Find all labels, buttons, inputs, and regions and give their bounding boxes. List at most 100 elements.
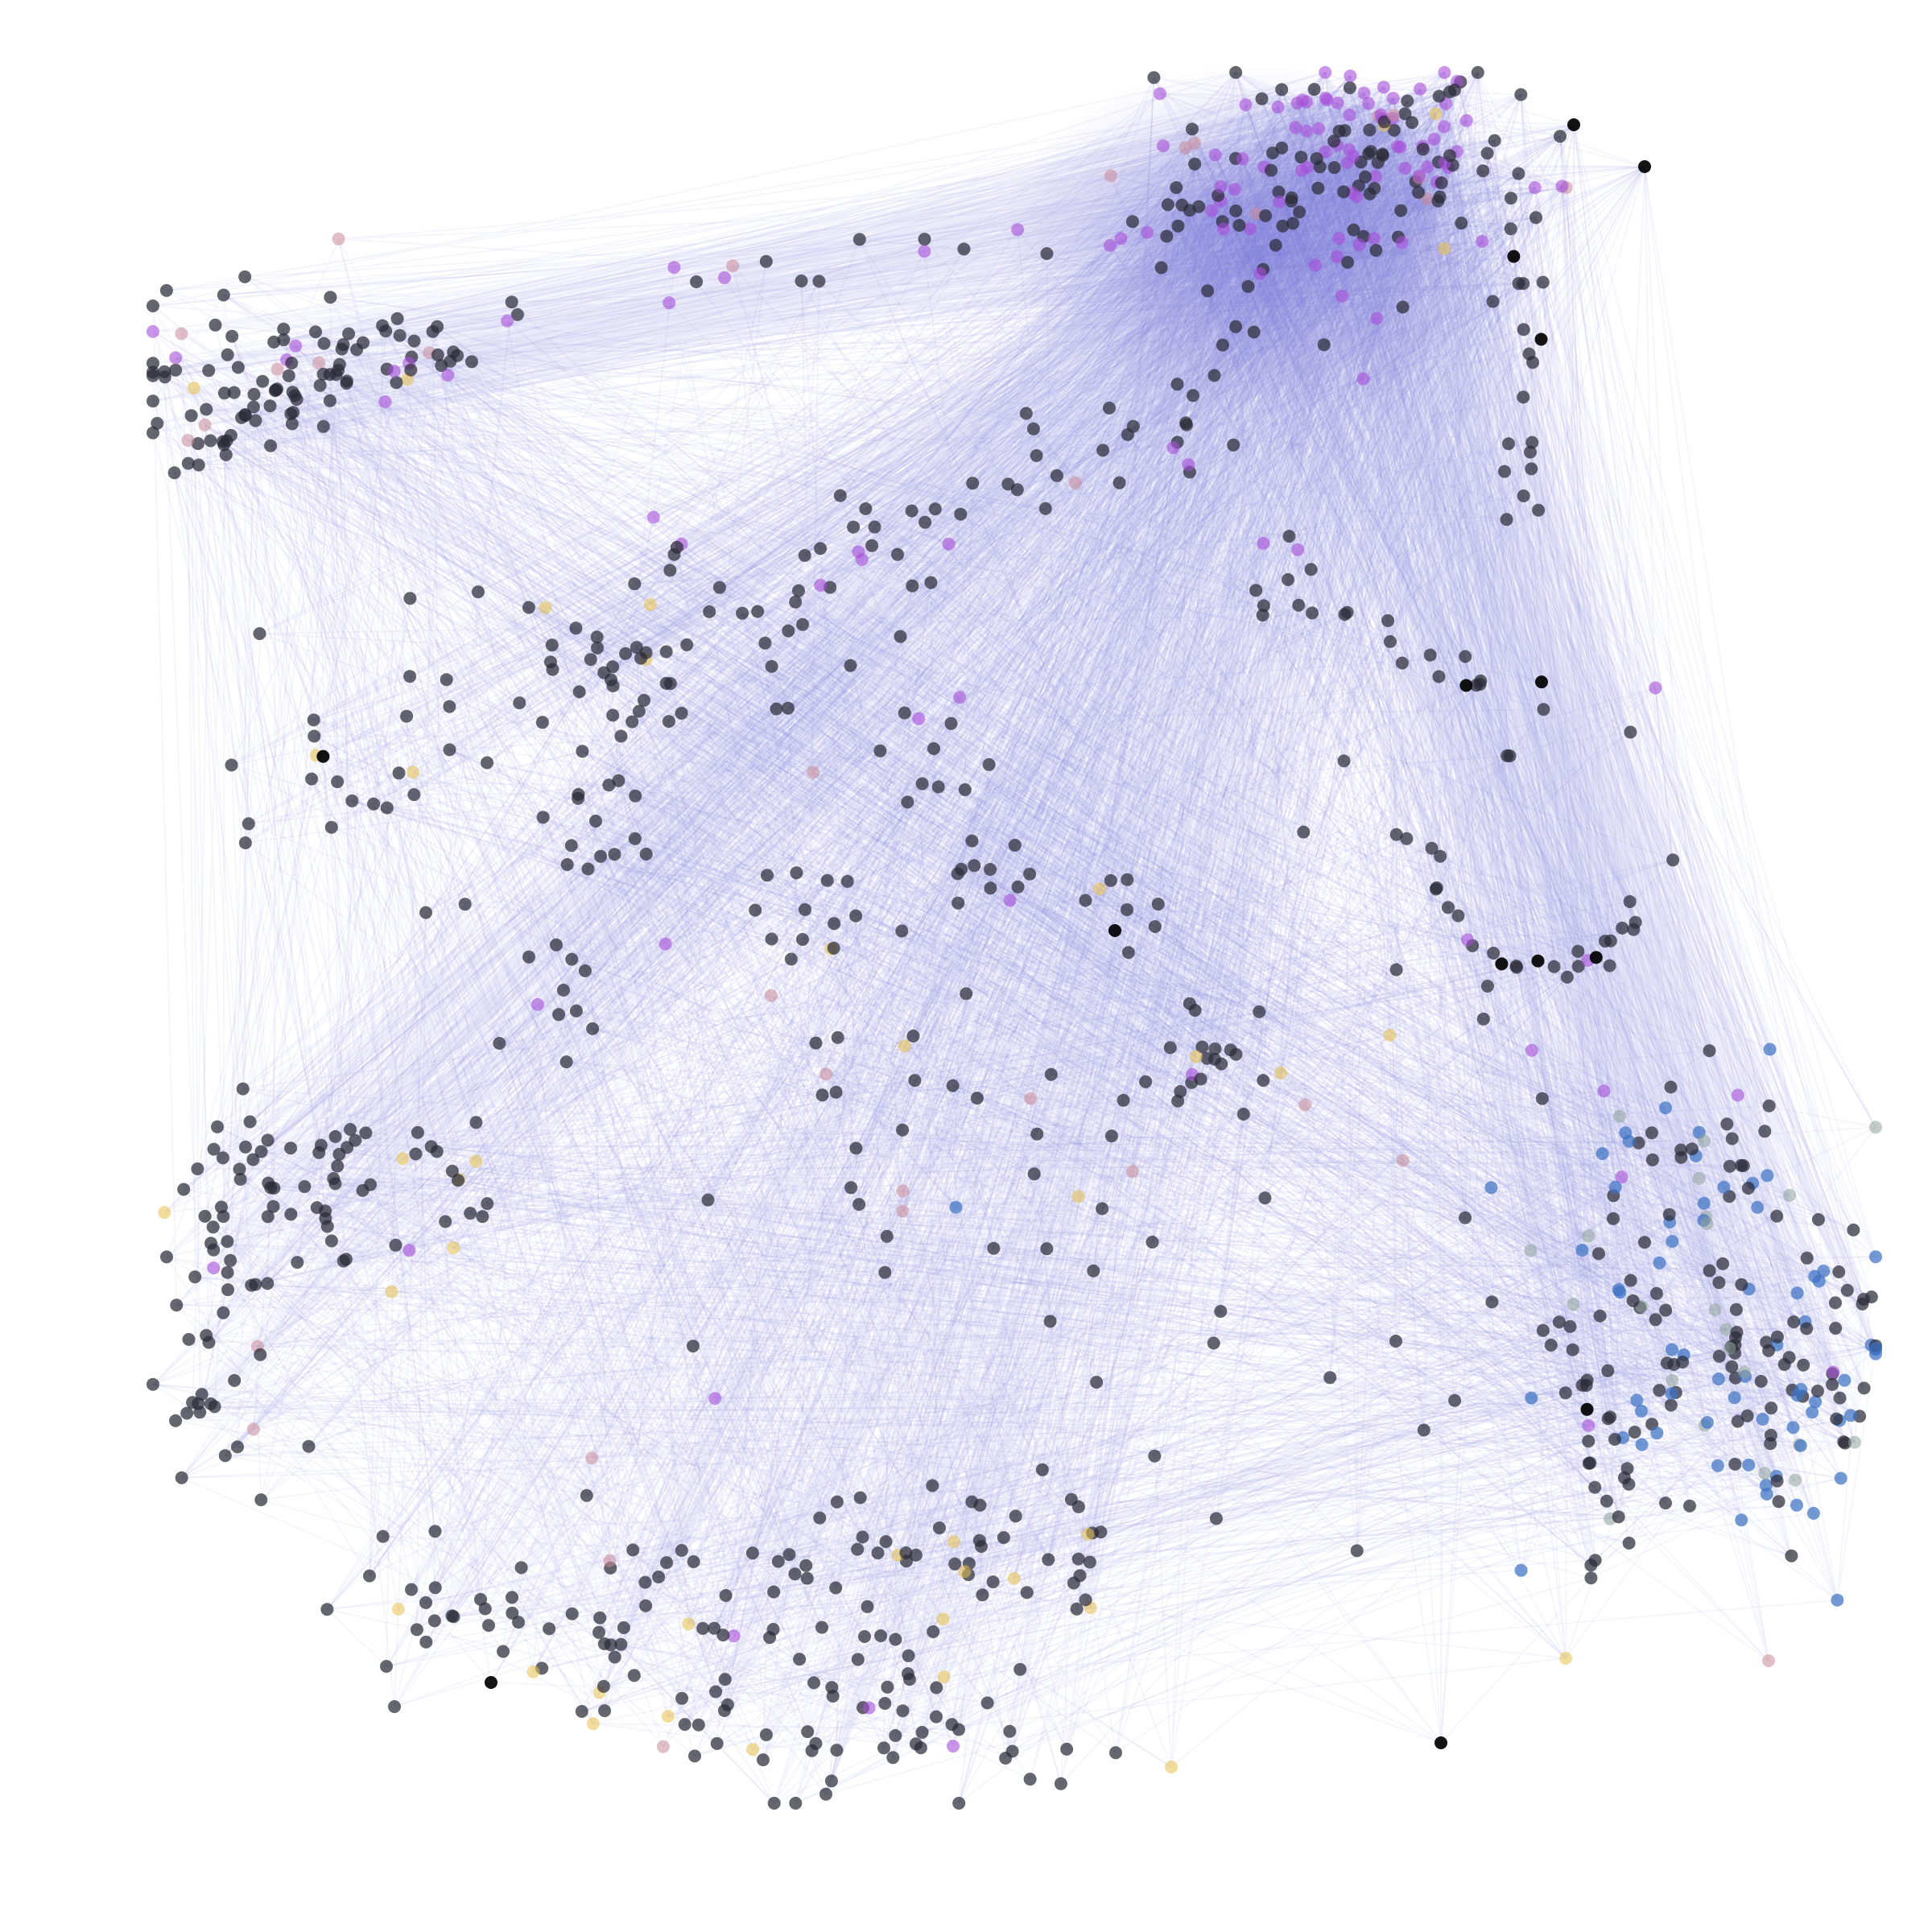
graph-node-dark xyxy=(901,795,914,809)
graph-node-dark xyxy=(264,1181,278,1195)
graph-node-dark xyxy=(217,288,230,302)
graph-node-dark xyxy=(1434,849,1447,863)
edge-bundle xyxy=(152,72,1813,1804)
graph-node-blue xyxy=(1869,1342,1882,1356)
graph-node-dark xyxy=(1624,725,1637,739)
graph-node-dark xyxy=(815,1620,828,1634)
graph-node-dark xyxy=(1638,1236,1651,1249)
graph-node-dark xyxy=(1121,946,1135,960)
graph-node-dark xyxy=(298,1180,312,1193)
graph-node-dark xyxy=(202,364,216,378)
graph-node-dark xyxy=(261,1277,275,1290)
graph-node-blue xyxy=(1659,1101,1672,1115)
graph-node-purple xyxy=(912,712,926,725)
graph-node-purple xyxy=(1350,190,1364,204)
graph-node-purple xyxy=(1319,145,1332,159)
graph-node-dark xyxy=(1547,960,1561,973)
graph-node-dark xyxy=(1337,754,1351,768)
graph-node-dark xyxy=(478,1602,492,1616)
graph-node-dark xyxy=(380,1660,393,1673)
graph-node-dark xyxy=(236,1082,250,1096)
graph-node-purple xyxy=(862,1701,876,1715)
graph-node-dark xyxy=(254,1145,268,1158)
graph-node-gold xyxy=(396,1152,410,1166)
graph-node-dark xyxy=(151,416,164,430)
graph-node-dark xyxy=(411,1125,424,1139)
graph-node-dark xyxy=(1208,1042,1222,1055)
graph-node-gold xyxy=(391,1603,405,1616)
graph-node-dark xyxy=(899,1546,913,1559)
graph-node-dark xyxy=(1476,1012,1490,1026)
graph-node-dark xyxy=(405,1583,418,1596)
graph-node-dark xyxy=(824,580,837,594)
graph-node-dark xyxy=(793,1653,807,1666)
graph-node-dark xyxy=(1608,1433,1621,1446)
graph-node-dark xyxy=(784,952,798,966)
graph-node-dark xyxy=(1412,186,1426,199)
graph-node-dark xyxy=(472,585,485,599)
graph-node-blue xyxy=(1763,1042,1777,1056)
graph-node-dark xyxy=(976,1588,989,1602)
graph-node-dark xyxy=(545,638,559,652)
graph-node-dark xyxy=(324,820,338,834)
graph-node-dark xyxy=(868,520,881,534)
graph-node-blue xyxy=(1596,1147,1609,1160)
graph-node-dark xyxy=(247,400,260,414)
graph-node-purple xyxy=(1309,258,1322,272)
graph-node-dark xyxy=(604,1638,617,1652)
graph-node-blue xyxy=(1700,1415,1714,1429)
graph-node-gray xyxy=(1719,1323,1733,1336)
graph-node-dark xyxy=(267,335,281,349)
graph-node-purple xyxy=(1357,86,1371,100)
graph-node-blue xyxy=(1756,1413,1769,1426)
graph-node-dark xyxy=(718,1673,732,1686)
graph-node-dark xyxy=(946,1079,960,1092)
graph-node-dark xyxy=(1435,176,1448,190)
graph-node-dark xyxy=(638,694,650,707)
graph-node-dark xyxy=(1079,1593,1092,1607)
graph-node-dark xyxy=(569,1004,583,1018)
graph-node-dark xyxy=(440,673,453,687)
graph-node-purple xyxy=(1413,169,1426,183)
graph-node-dark xyxy=(224,1253,237,1267)
graph-node-dark xyxy=(1275,141,1289,155)
graph-node-dark xyxy=(277,322,291,336)
graph-node-pink xyxy=(1024,1092,1038,1105)
graph-node-dark xyxy=(221,1265,234,1279)
graph-node-dark xyxy=(1443,149,1456,163)
graph-node-black xyxy=(1531,954,1545,968)
graph-node-dark xyxy=(849,1141,863,1155)
graph-node-dark xyxy=(924,576,938,589)
graph-node-dark xyxy=(1332,124,1346,138)
graph-node-dark xyxy=(427,1614,441,1628)
graph-node-pink xyxy=(1125,1165,1139,1179)
graph-node-dark xyxy=(243,1115,257,1129)
graph-node-dark xyxy=(1571,960,1585,973)
graph-node-gold xyxy=(936,1612,950,1626)
graph-node-dark xyxy=(1067,1576,1080,1590)
graph-node-gray xyxy=(1789,1473,1802,1487)
graph-node-dark xyxy=(1560,970,1574,984)
graph-node-dark xyxy=(829,1085,843,1099)
graph-node-dark xyxy=(231,1440,244,1454)
graph-node-dark xyxy=(1209,1512,1223,1525)
graph-node-pink xyxy=(181,434,195,447)
graph-node-dark xyxy=(1423,648,1437,662)
graph-node-dark xyxy=(550,938,563,952)
graph-node-dark xyxy=(419,1635,433,1649)
graph-node-blue xyxy=(1608,1180,1622,1194)
graph-node-dark xyxy=(1027,1167,1041,1181)
graph-node-dark xyxy=(1241,279,1255,293)
graph-node-pink xyxy=(1069,476,1082,489)
graph-node-gold xyxy=(1189,1050,1203,1063)
graph-node-dark xyxy=(1797,1358,1810,1372)
graph-node-dark xyxy=(844,658,857,672)
graph-node-dark xyxy=(1653,1384,1666,1397)
graph-node-dark xyxy=(1514,88,1528,101)
graph-node-dark xyxy=(881,1680,894,1694)
graph-node-dark xyxy=(886,1751,900,1765)
graph-node-dark xyxy=(1762,1344,1776,1357)
graph-node-gold xyxy=(526,1665,540,1678)
graph-node-dark xyxy=(208,318,222,332)
graph-node-pink xyxy=(246,1422,260,1436)
